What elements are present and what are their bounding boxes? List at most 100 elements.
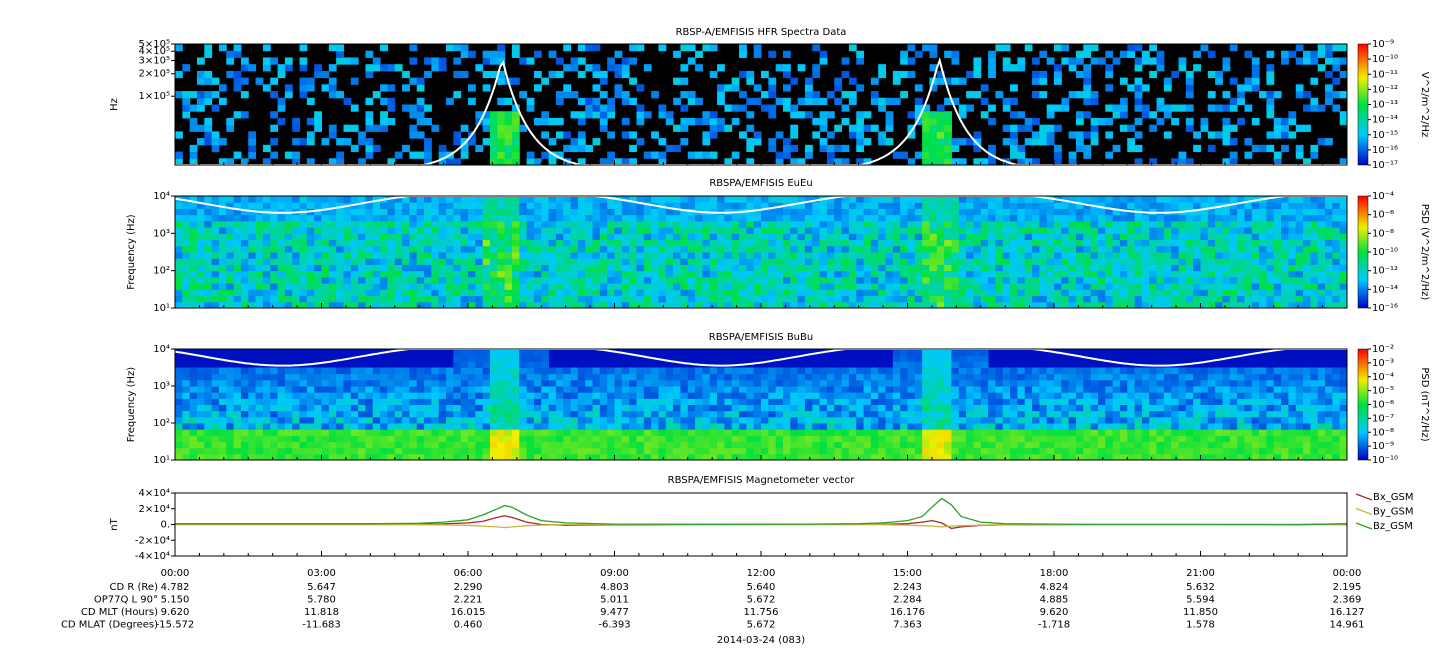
spectrogram-cell	[1222, 105, 1230, 112]
spectrogram-cell	[1252, 302, 1260, 309]
spectrogram-cell	[1281, 302, 1289, 309]
spectrogram-cell	[805, 111, 813, 118]
spectrogram-cell	[922, 227, 930, 234]
spectrogram-cell	[541, 258, 549, 265]
spectrogram-cell	[1274, 277, 1282, 284]
spectrogram-cell	[380, 392, 388, 399]
spectrogram-cell	[439, 196, 447, 203]
spectrogram-cell	[1288, 277, 1296, 284]
spectrogram-cell	[292, 258, 300, 265]
spectrogram-cell	[1296, 227, 1304, 234]
spectrogram-cell	[475, 405, 483, 412]
spectrogram-cell	[1010, 98, 1018, 105]
spectrogram-cell	[365, 208, 373, 215]
spectrogram-cell	[600, 105, 608, 112]
spectrogram-cell	[1105, 302, 1113, 309]
spectrogram-cell	[270, 252, 278, 259]
spectrogram-cell	[607, 57, 615, 64]
spectrogram-cell	[1113, 283, 1121, 290]
spectrogram-cell	[336, 289, 344, 296]
spectrogram-cell	[1010, 289, 1018, 296]
spectrogram-cell	[878, 302, 886, 309]
spectrogram-cell	[300, 271, 308, 278]
spectrogram-cell	[1171, 246, 1179, 253]
spectrogram-cell	[658, 152, 666, 159]
spectrogram-cell	[270, 258, 278, 265]
spectrogram-cell	[900, 252, 908, 259]
spectrogram-cell	[856, 252, 864, 259]
spectrogram-cell	[358, 435, 366, 442]
spectrogram-cell	[1266, 246, 1274, 253]
spectrogram-cell	[534, 368, 542, 375]
spectrogram-cell	[212, 131, 220, 138]
spectrogram-cell	[527, 196, 535, 203]
spectrogram-cell	[556, 411, 564, 418]
spectrogram-cell	[556, 57, 564, 64]
spectrogram-cell	[717, 271, 725, 278]
spectrogram-cell	[1091, 283, 1099, 290]
spectrogram-cell	[490, 240, 498, 247]
spectrogram-cell	[409, 111, 417, 118]
spectrogram-cell	[732, 227, 740, 234]
spectrogram-cell	[578, 258, 586, 265]
spectrogram-cell	[365, 118, 373, 125]
spectrogram-cell	[285, 57, 293, 64]
spectrogram-cell	[175, 240, 183, 247]
spectrogram-cell	[1157, 64, 1165, 71]
spectrogram-cell	[527, 105, 535, 112]
spectrogram-cell	[1325, 208, 1333, 215]
spectrogram-cell	[636, 84, 644, 91]
spectrogram-cell	[446, 429, 454, 436]
spectrogram-cell	[944, 221, 952, 228]
spectrogram-cell	[439, 368, 447, 375]
spectrogram-cell	[622, 131, 630, 138]
spectrogram-cell	[922, 196, 930, 203]
spectrogram-cell	[190, 423, 198, 430]
spectrogram-cell	[534, 429, 542, 436]
spectrogram-cell	[1222, 240, 1230, 247]
spectrogram-cell	[871, 98, 879, 105]
spectrogram-cell	[483, 258, 491, 265]
spectrogram-cell	[1208, 221, 1216, 228]
spectrogram-cell	[534, 435, 542, 442]
spectrogram-cell	[307, 283, 315, 290]
spectrogram-cell	[1003, 202, 1011, 209]
spectrogram-cell	[688, 240, 696, 247]
spectrogram-cell	[402, 386, 410, 393]
spectrogram-cell	[761, 258, 769, 265]
spectrogram-cell	[336, 233, 344, 240]
spectrogram-cell	[241, 258, 249, 265]
spectrogram-cell	[197, 277, 205, 284]
spectrogram-cell	[373, 208, 381, 215]
spectrogram-cell	[417, 289, 425, 296]
spectrogram-cell	[505, 125, 513, 132]
spectrogram-cell	[439, 64, 447, 71]
spectrogram-cell	[1017, 302, 1025, 309]
spectrogram-cell	[402, 423, 410, 430]
spectrogram-cell	[1266, 98, 1274, 105]
spectrogram-cell	[622, 252, 630, 259]
spectrogram-cell	[519, 283, 527, 290]
spectrogram-cell	[512, 252, 520, 259]
spectrogram-cell	[468, 442, 476, 449]
spectrogram-cell	[336, 423, 344, 430]
spectrogram-cell	[285, 405, 293, 412]
spectrogram-cell	[270, 202, 278, 209]
spectrogram-cell	[959, 271, 967, 278]
spectrogram-cell	[629, 202, 637, 209]
spectrogram-cell	[534, 277, 542, 284]
spectrogram-cell	[519, 202, 527, 209]
spectrogram-cell	[541, 78, 549, 85]
spectrogram-cell	[446, 386, 454, 393]
spectrogram-cell	[461, 227, 469, 234]
spectrogram-cell	[1266, 233, 1274, 240]
spectrogram-cell	[549, 252, 557, 259]
spectrogram-cell	[256, 296, 264, 303]
spectrogram-cell	[424, 105, 432, 112]
spectrogram-cell	[175, 227, 183, 234]
spectrogram-cell	[204, 417, 212, 424]
spectrogram-cell	[314, 71, 322, 78]
spectrogram-cell	[1274, 131, 1282, 138]
spectrogram-cell	[959, 158, 967, 165]
spectrogram-cell	[175, 368, 183, 375]
